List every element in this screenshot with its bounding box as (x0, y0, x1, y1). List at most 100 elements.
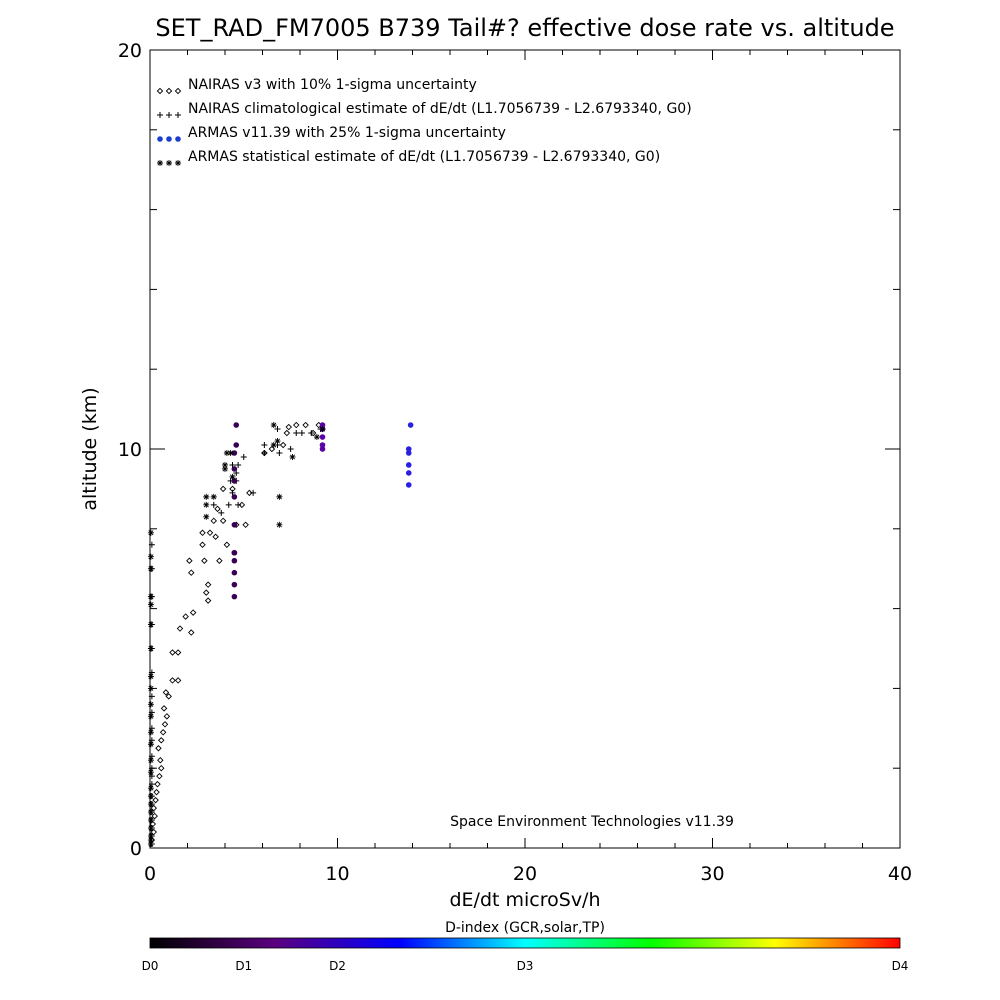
data-point-plus (235, 501, 242, 508)
x-tick-label: 0 (144, 863, 156, 885)
colorbar-label: D0 (142, 959, 159, 973)
data-point-diamond (219, 485, 227, 493)
data-point-diamond (156, 772, 163, 780)
x-axis: 0 10 20 30 40 (144, 50, 912, 885)
legend-label: ARMAS statistical estimate of dE/dt (L1.… (188, 149, 660, 165)
series-plus (148, 426, 324, 848)
data-point-asterisk (147, 621, 154, 628)
data-point-asterisk (274, 438, 281, 445)
data-point-diamond (163, 713, 171, 720)
data-point-plus (240, 453, 247, 460)
data-point-plus (261, 442, 268, 449)
data-point-plus (210, 501, 217, 508)
data-point-diamond (153, 788, 160, 796)
data-point-asterisk (227, 449, 234, 456)
data-point-asterisk (203, 501, 210, 508)
colorbar-label: D1 (235, 959, 252, 973)
data-point-diamond (152, 796, 159, 804)
data-point-diamond (210, 517, 217, 525)
legend-marker-dot (157, 136, 163, 142)
legend-label: NAIRAS climatological estimate of dE/dt … (188, 101, 692, 117)
data-point-asterisk (276, 521, 283, 528)
data-point-asterisk (147, 801, 154, 808)
data-point-asterisk (147, 817, 154, 824)
data-point-diamond (212, 533, 219, 541)
data-point-diamond (268, 445, 276, 453)
data-point-diamond (188, 569, 195, 576)
legend-item: NAIRAS v3 with 10% 1-sigma uncertainty (156, 77, 477, 95)
credit-text: Space Environment Technologies v11.39 (450, 814, 734, 830)
data-point-plus (261, 449, 268, 456)
data-point-asterisk (147, 757, 154, 764)
data-point-plus (225, 501, 232, 508)
data-point-asterisk (147, 837, 154, 844)
data-point-plus (218, 509, 225, 516)
data-point-diamond (219, 517, 227, 525)
legend-marker-plus (166, 112, 172, 118)
data-point-diamond (203, 589, 210, 596)
data-point-diamond (283, 429, 291, 437)
data-point-asterisk (147, 685, 154, 692)
data-point-dot (233, 442, 240, 448)
data-point-diamond (223, 541, 231, 548)
legend-label: NAIRAS v3 with 10% 1-sigma uncertainty (188, 77, 477, 93)
data-point-plus (148, 669, 155, 676)
data-point-diamond (160, 705, 168, 712)
data-point-asterisk (147, 673, 154, 680)
data-point-asterisk (223, 449, 230, 456)
data-point-dot (405, 470, 412, 476)
data-point-dot (319, 422, 326, 428)
data-point-diamond (199, 541, 206, 548)
x-axis-title: dE/dt microSv/h (449, 889, 600, 911)
colorbar-label: D4 (892, 959, 909, 973)
colorbar-label: D3 (517, 959, 534, 973)
data-point-dot (231, 569, 238, 576)
data-point-diamond (186, 557, 193, 564)
data-point-diamond (176, 625, 184, 632)
data-point-diamond (204, 597, 212, 604)
colorbar (149, 937, 901, 949)
data-point-diamond (151, 812, 158, 820)
data-point-dot (405, 446, 412, 452)
legend-marker-dot (175, 136, 181, 142)
data-point-asterisk (270, 422, 277, 429)
data-point-dot (231, 581, 238, 588)
data-point-dot (319, 434, 326, 440)
y-tick-label: 20 (118, 40, 142, 62)
data-point-dot (231, 522, 238, 528)
data-point-dot (405, 482, 412, 488)
data-point-dot (407, 422, 414, 428)
data-point-plus (148, 753, 155, 760)
legend-marker-dot (166, 136, 172, 142)
data-point-plus (250, 489, 257, 496)
data-point-asterisk (147, 645, 154, 652)
data-point-diamond (155, 745, 162, 752)
data-point-asterisk (147, 529, 154, 536)
plot-frame (149, 49, 901, 849)
data-point-diamond (238, 501, 246, 509)
data-point-plus (148, 693, 155, 700)
data-point-asterisk (289, 453, 296, 460)
data-point-diamond (159, 729, 167, 736)
data-point-dot (319, 446, 326, 452)
legend-marker-asterisk (175, 160, 181, 166)
data-point-asterisk (147, 601, 154, 608)
y-tick-label: 0 (130, 838, 142, 860)
data-point-asterisk (229, 473, 236, 480)
data-point-asterisk (147, 565, 154, 572)
data-point-diamond (169, 649, 176, 656)
data-point-asterisk (147, 785, 154, 792)
data-point-asterisk (147, 793, 154, 800)
x-tick-label: 40 (888, 863, 912, 885)
data-point-asterisk (147, 741, 154, 748)
data-point-plus (276, 449, 283, 456)
data-point-dot (405, 462, 412, 468)
data-point-diamond (161, 721, 169, 728)
data-point-diamond (182, 613, 189, 620)
data-point-diamond (158, 764, 165, 772)
data-point-asterisk (276, 493, 283, 500)
data-point-dot (405, 450, 412, 456)
data-point-asterisk (319, 426, 326, 433)
data-point-diamond (165, 693, 172, 700)
